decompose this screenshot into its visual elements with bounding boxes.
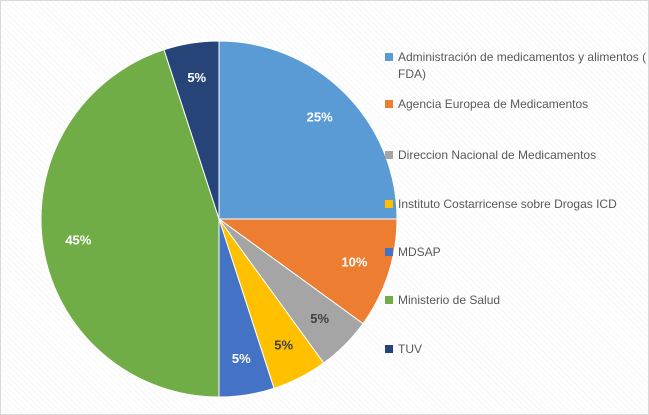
legend-swatch (385, 100, 393, 108)
legend-label: Direccion Nacional de Medicamentos (398, 148, 597, 162)
legend-label: Agencia Europea de Medicamentos (398, 97, 589, 111)
legend-item: Direccion Nacional de Medicamentos (385, 147, 647, 164)
pie-slice (218, 40, 398, 220)
data-label: 45% (65, 233, 91, 248)
data-label: 25% (307, 110, 333, 125)
data-label: 5% (310, 311, 329, 326)
data-label: 10% (341, 254, 367, 269)
legend-label: TUV (398, 342, 422, 356)
legend-label: Ministerio de Salud (398, 293, 501, 307)
legend-item: MDSAP (385, 244, 647, 261)
pie-slice (217, 218, 398, 325)
legend-label: MDSAP (398, 245, 441, 259)
pie-slice (40, 49, 220, 398)
legend-swatch (385, 296, 393, 304)
legend-swatch (385, 345, 393, 353)
legend-label: Instituto Costarricense sobre Drogas ICD (398, 197, 617, 211)
legend-swatch (385, 53, 393, 61)
legend-item: Administración de medicamentos y aliment… (385, 49, 647, 83)
data-label: 5% (274, 337, 293, 352)
pie-slice (163, 40, 220, 220)
legend-item: Instituto Costarricense sobre Drogas ICD (385, 196, 647, 213)
legend-swatch (385, 151, 393, 159)
legend-item: Ministerio de Salud (385, 292, 647, 309)
legend-item: Agencia Europea de Medicamentos (385, 96, 647, 113)
legend-swatch (385, 248, 393, 256)
data-label: 5% (232, 351, 251, 366)
legend-label: Administración de medicamentos y aliment… (398, 50, 647, 81)
data-label: 5% (187, 70, 206, 85)
legend-item: TUV (385, 341, 647, 358)
legend-swatch (385, 200, 393, 208)
